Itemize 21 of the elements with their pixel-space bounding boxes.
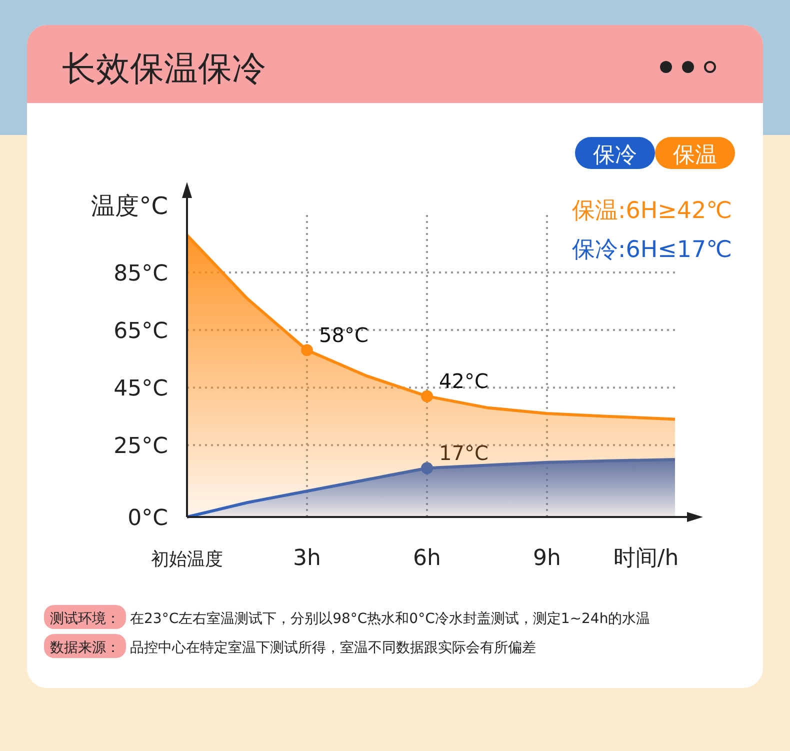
- text: 测试环境：在23°C左右室温测试下，分别以98°C热水和0°C冷水封盖测试，测定1~24h的水温: [50, 611, 650, 627]
- text: 保温: [673, 143, 717, 168]
- source-note: 数据来源：品控中心在特定室温下测试所得，室温不同数据跟实际会有所偏差: [50, 640, 536, 656]
- y-tick-label: 25°C: [114, 434, 168, 460]
- y-axis-title: 温度°C: [91, 192, 168, 220]
- y-tick-label: 0°C: [128, 506, 168, 531]
- x-tick-label: 3h: [293, 546, 321, 571]
- data-label: 42°C: [439, 369, 488, 394]
- y-tick-label: 65°C: [114, 319, 168, 344]
- y-tick-label: 45°C: [114, 376, 168, 402]
- y-tick-label: 85°C: [114, 262, 168, 287]
- x-tick-label: 6h: [413, 546, 441, 571]
- chart-title: 长效保温保冷: [62, 49, 266, 89]
- x-axis-title: 时间/h: [613, 546, 679, 571]
- annotation: 保温:6H≥42℃: [572, 198, 732, 224]
- x-tick-label: 9h: [533, 546, 561, 571]
- data-label: 17°C: [439, 441, 488, 466]
- text: 保冷: [593, 143, 637, 168]
- x-tick-label: 初始温度: [151, 549, 223, 570]
- data-label: 58°C: [319, 323, 368, 348]
- annotation: 保冷:6H≤17℃: [572, 237, 732, 263]
